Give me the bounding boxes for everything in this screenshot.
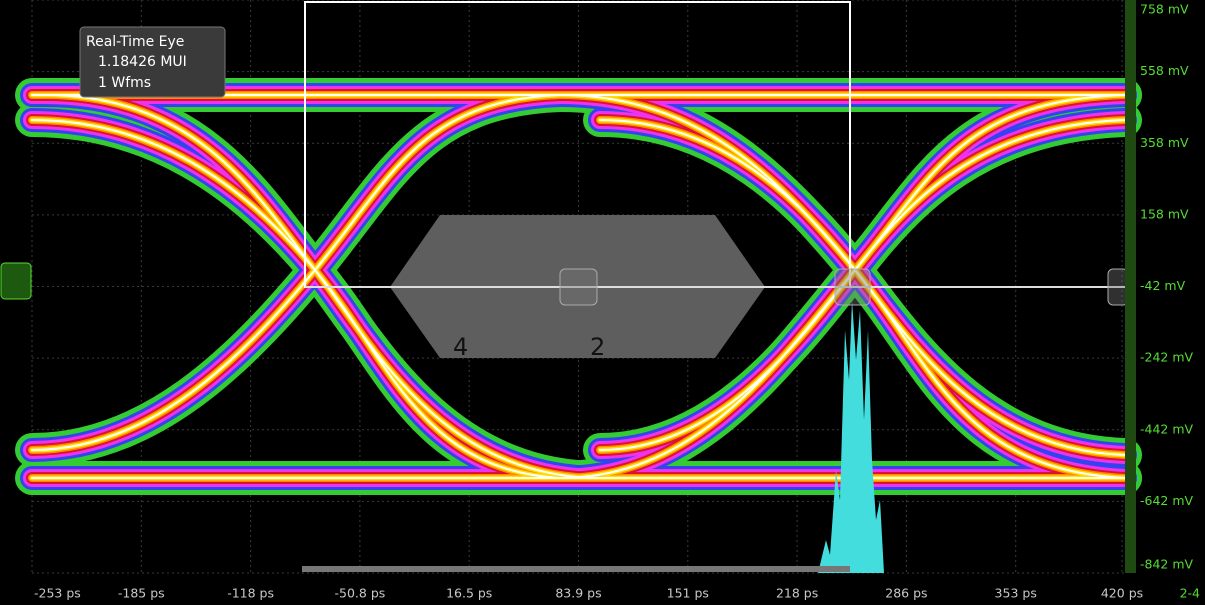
y-axis-label: -242 mV [1140, 350, 1194, 365]
info-box [79, 26, 226, 98]
y-axis-label: -842 mV [1140, 557, 1194, 572]
cursor-handle[interactable] [834, 268, 871, 306]
channel-label: 2-4 [1180, 586, 1200, 601]
jitter-histogram [818, 300, 884, 573]
y-axis-label: -442 mV [1140, 421, 1194, 436]
x-axis-label: 353 ps [995, 586, 1037, 601]
y-axis-label: 558 mV [1140, 63, 1189, 78]
mask-label: 4 [453, 333, 468, 361]
y-axis-label: 358 mV [1140, 135, 1189, 150]
y-axis-label: -642 mV [1140, 493, 1194, 508]
cursor-handle[interactable] [559, 268, 598, 306]
mask-label: 2 [590, 333, 605, 361]
info-mui: 1.18426 MUI [98, 54, 187, 70]
y-axis-label: 758 mV [1140, 2, 1189, 17]
y-axis-strip [1125, 0, 1136, 573]
y-axis-label: 158 mV [1140, 206, 1189, 221]
x-axis-label: -50.8 ps [335, 586, 386, 601]
channel-marker[interactable] [0, 262, 32, 300]
x-axis-label: 218 ps [776, 586, 818, 601]
scroll-bar[interactable] [302, 566, 850, 572]
info-title: Real-Time Eye [86, 34, 184, 50]
x-axis-label: -118 ps [227, 586, 274, 601]
x-axis-label: 151 ps [667, 586, 709, 601]
y-axis-label: -42 mV [1140, 278, 1186, 293]
x-axis-label: 420 ps [1101, 586, 1143, 601]
x-axis-label: 83.9 ps [555, 586, 601, 601]
x-axis-label: 16.5 ps [446, 586, 492, 601]
info-wfms: 1 Wfms [98, 75, 151, 91]
x-axis-label: -253 ps [34, 586, 81, 601]
x-axis-label: -185 ps [118, 586, 165, 601]
x-axis-label: 286 ps [885, 586, 927, 601]
